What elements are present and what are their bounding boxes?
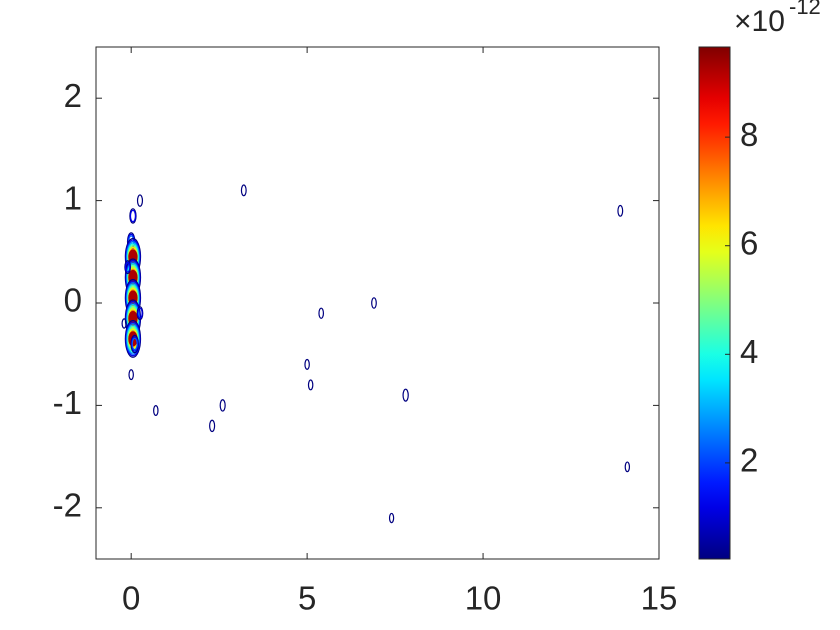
colorbar-exponent: -12 — [789, 0, 821, 19]
colorbar-base: ×10 — [734, 5, 785, 38]
contour-ring — [318, 307, 325, 319]
contour-ring — [136, 194, 144, 207]
contour-ring — [240, 184, 247, 197]
contour-ring — [624, 461, 631, 473]
contour-ring — [617, 204, 624, 217]
y-tick-label: 2 — [64, 77, 82, 114]
y-tick-label: 0 — [64, 282, 82, 319]
contour-feature — [307, 379, 314, 391]
contour-ring — [388, 512, 395, 524]
colorbar — [698, 46, 731, 560]
contour-ring — [121, 318, 127, 329]
x-tick-label: 10 — [465, 580, 502, 617]
contour-ring — [131, 337, 138, 351]
contour-feature — [129, 208, 137, 224]
contour-ring — [304, 358, 310, 370]
contour-ring — [124, 261, 131, 273]
colorbar-tick-label: 2 — [740, 442, 758, 479]
contour-ring — [307, 379, 314, 391]
contour-feature — [371, 297, 377, 309]
contour-feature — [388, 512, 395, 524]
contour-feature — [402, 388, 409, 402]
contour-feature — [617, 204, 624, 217]
colorbar-tick-label: 8 — [740, 116, 758, 153]
contour-feature — [153, 405, 159, 417]
contour-feature — [121, 318, 127, 329]
contour-feature — [136, 306, 144, 321]
contour-ring — [153, 405, 159, 417]
y-tick-label: -1 — [53, 384, 82, 421]
plot-area — [121, 184, 631, 524]
contour-feature — [128, 369, 134, 381]
contour-feature — [240, 184, 247, 197]
contour-feature — [318, 307, 325, 319]
contour-ring — [137, 307, 143, 319]
y-tick-label: 1 — [64, 179, 82, 216]
contour-ring — [209, 419, 216, 433]
y-tick-label: -2 — [53, 487, 82, 524]
contour-feature — [624, 461, 631, 473]
x-tick-label: 15 — [641, 580, 678, 617]
contour-feature — [219, 399, 226, 412]
contour-ring — [129, 209, 137, 223]
colorbar-tick-label: 6 — [740, 224, 758, 261]
colorbar-tick-label: 4 — [740, 333, 758, 370]
contour-ring — [219, 399, 226, 412]
contour-feature — [209, 419, 216, 433]
contour-ring — [128, 369, 134, 381]
contour-ring — [402, 388, 409, 402]
contour-feature — [304, 358, 310, 370]
x-tick-label: 5 — [298, 580, 316, 617]
contour-feature — [130, 334, 139, 354]
contour-feature — [124, 260, 132, 275]
contour-ring — [371, 297, 377, 309]
x-tick-label: 0 — [122, 580, 140, 617]
contour-feature — [136, 194, 144, 207]
